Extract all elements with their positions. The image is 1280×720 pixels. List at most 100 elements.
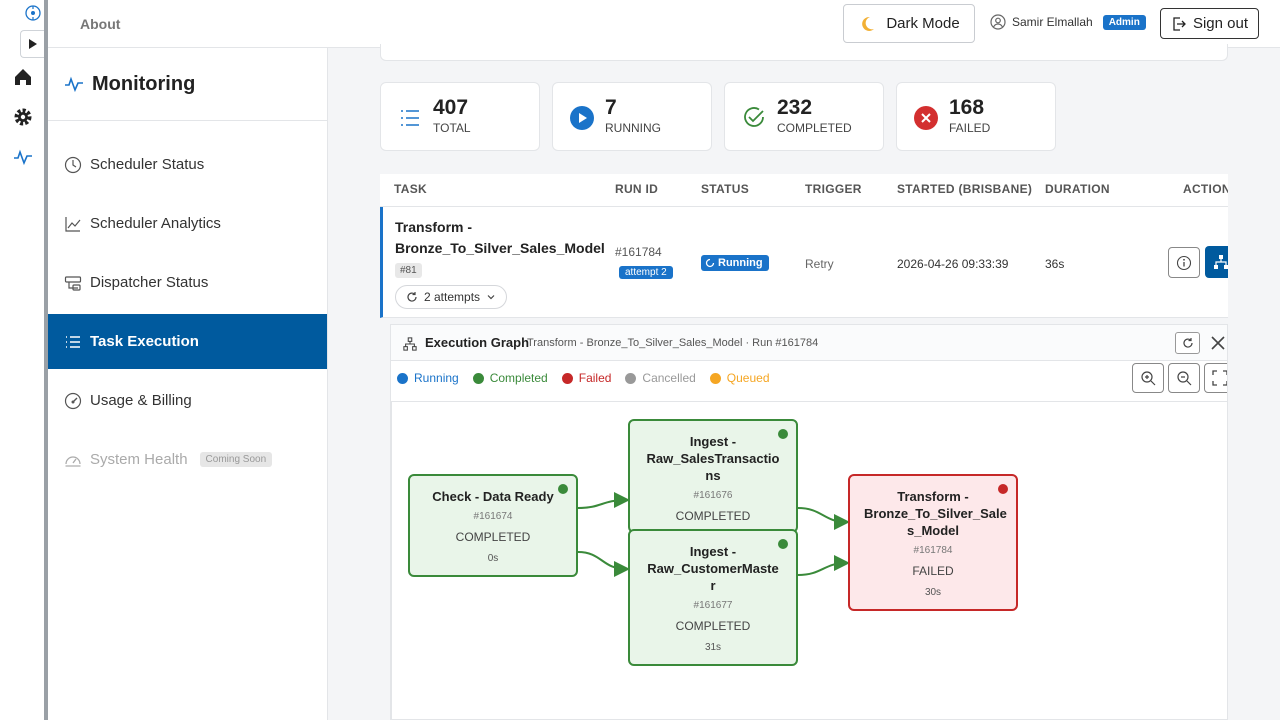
node-status-dot	[778, 429, 788, 439]
filter-card	[380, 44, 1228, 61]
column-header-status[interactable]: STATUS	[701, 182, 750, 196]
stat-value: 7	[605, 96, 617, 119]
legend-queued: Queued	[709, 371, 770, 385]
sidebar-item-system-health: System Health Coming Soon	[48, 432, 327, 487]
user-avatar-icon	[990, 14, 1006, 30]
sidebar-item-scheduler-analytics[interactable]: Scheduler Analytics	[48, 196, 327, 251]
node-title: Ingest - Raw_SalesTransactio ns	[646, 434, 780, 483]
health-gauge-icon	[65, 455, 81, 467]
table-header-divider	[380, 206, 1228, 207]
sign-out-button[interactable]: Sign out	[1160, 8, 1259, 39]
fit-view-button[interactable]	[1204, 363, 1227, 393]
column-header-run-id[interactable]: RUN ID	[615, 182, 659, 196]
x-circle-icon	[913, 105, 939, 131]
column-header-duration[interactable]: DURATION	[1045, 182, 1110, 196]
attempts-dropdown[interactable]: 2 attempts	[395, 285, 508, 309]
clock-icon	[64, 156, 82, 173]
node-duration: 0s	[487, 553, 499, 564]
sidebar: Monitoring Scheduler Status Scheduler An…	[48, 48, 328, 720]
sidebar-header: Monitoring	[48, 48, 327, 121]
sidebar-item-label: Scheduler Analytics	[90, 215, 221, 232]
zoom-in-icon	[1141, 371, 1156, 386]
home-icon[interactable]	[12, 66, 34, 88]
stat-completed: 232 COMPLETED	[724, 82, 884, 151]
table-row[interactable]: Transform - Bronze_To_Silver_Sales_Model…	[380, 207, 1228, 318]
settings-gear-icon[interactable]	[12, 106, 34, 128]
list-icon	[66, 335, 80, 348]
legend-dot	[561, 372, 573, 384]
attempts-label: 2 attempts	[424, 290, 481, 304]
node-status: FAILED	[912, 564, 954, 578]
zoom-out-button[interactable]	[1168, 363, 1200, 393]
column-header-started[interactable]: STARTED (BRISBANE)	[897, 182, 1033, 196]
node-duration: 31s	[704, 642, 722, 653]
column-header-task[interactable]: TASK	[394, 182, 427, 196]
play-icon	[569, 105, 595, 131]
edge	[797, 555, 850, 576]
sidebar-item-label: Usage & Billing	[90, 392, 192, 409]
attempt-badge: attempt 2	[619, 266, 673, 279]
task-table: TASK RUN ID STATUS TRIGGER STARTED (BRIS…	[380, 174, 1228, 318]
monitoring-pulse-icon[interactable]	[12, 146, 34, 168]
node-title: Check - Data Ready	[432, 489, 554, 504]
task-name: Transform - Bronze_To_Silver_Sales_Model	[395, 219, 605, 256]
graph-title: Execution Graph	[425, 335, 530, 350]
node-status: COMPLETED	[675, 509, 751, 523]
legend-dot	[472, 372, 484, 384]
sidebar-item-dispatcher-status[interactable]: Dispatcher Status	[48, 255, 327, 310]
edge	[797, 507, 850, 530]
rail-expand-button[interactable]	[20, 30, 44, 58]
run-id: #161784	[615, 245, 662, 259]
sidebar-item-scheduler-status[interactable]: Scheduler Status	[48, 137, 327, 192]
node-run-id: #161784	[913, 545, 953, 556]
sidebar-item-label: Dispatcher Status	[90, 274, 209, 291]
stat-value: 232	[777, 96, 813, 119]
column-header-trigger[interactable]: TRIGGER	[805, 182, 862, 196]
info-icon	[1176, 255, 1192, 270]
monitoring-pulse-icon	[65, 76, 83, 93]
zoom-in-button[interactable]	[1132, 363, 1164, 393]
stat-value: 407	[433, 96, 469, 119]
sidebar-item-task-execution[interactable]: Task Execution	[48, 314, 327, 369]
sidebar-item-label: Scheduler Status	[90, 156, 205, 173]
graph-node-ingest-customer[interactable]: Ingest - Raw_CustomerMaste r #161677 COM…	[628, 529, 798, 666]
graph-node-transform-bronze-silver[interactable]: Transform - Bronze_To_Silver_Sale s_Mode…	[848, 474, 1018, 611]
node-run-id: #161677	[693, 600, 733, 611]
legend-completed: Completed	[472, 371, 548, 385]
graph-node-ingest-sales[interactable]: Ingest - Raw_SalesTransactio ns #161676 …	[628, 419, 798, 533]
column-header-actions: ACTIONS	[1183, 182, 1228, 196]
main-content: 407 TOTAL 7 RUNNING 232 COMPLETED 168 FA…	[328, 44, 1280, 720]
graph-canvas[interactable]: Check - Data Ready #161674 COMPLETED 0s …	[391, 401, 1227, 719]
duration-value: 36s	[1045, 257, 1065, 271]
graph-node-check-data-ready[interactable]: Check - Data Ready #161674 COMPLETED 0s	[408, 474, 578, 577]
node-title: Transform - Bronze_To_Silver_Sale s_Mode…	[864, 489, 1007, 538]
stat-running: 7 RUNNING	[552, 82, 712, 151]
legend-failed: Failed	[561, 371, 611, 385]
details-button[interactable]	[1168, 247, 1200, 278]
status-badge: Running	[701, 255, 769, 271]
icon-rail	[0, 0, 44, 720]
play-arrow-icon	[28, 39, 37, 49]
close-graph-button[interactable]	[1209, 333, 1227, 353]
spinner-icon	[705, 258, 715, 268]
legend-dot	[397, 372, 408, 384]
execution-graph-button[interactable]	[1205, 246, 1228, 278]
list-numbered-icon	[397, 105, 423, 131]
user-name: Samir Elmallah	[1012, 15, 1093, 29]
refresh-icon	[1182, 338, 1193, 348]
dark-mode-button[interactable]: Dark Mode	[843, 4, 975, 43]
stat-label: RUNNING	[605, 121, 661, 135]
sidebar-item-label: System Health	[90, 451, 188, 468]
dark-mode-label: Dark Mode	[886, 15, 960, 32]
moon-icon	[862, 16, 875, 31]
sidebar-item-usage-billing[interactable]: Usage & Billing	[48, 373, 327, 428]
stat-total: 407 TOTAL	[380, 82, 540, 151]
status-label: Running	[718, 257, 763, 269]
graph-hierarchy-icon	[403, 337, 417, 351]
graph-edges	[577, 492, 850, 577]
about-link[interactable]: About	[80, 16, 121, 32]
edge	[577, 492, 630, 509]
close-icon	[1211, 336, 1225, 350]
stat-label: COMPLETED	[777, 121, 852, 135]
refresh-button[interactable]	[1175, 332, 1200, 354]
